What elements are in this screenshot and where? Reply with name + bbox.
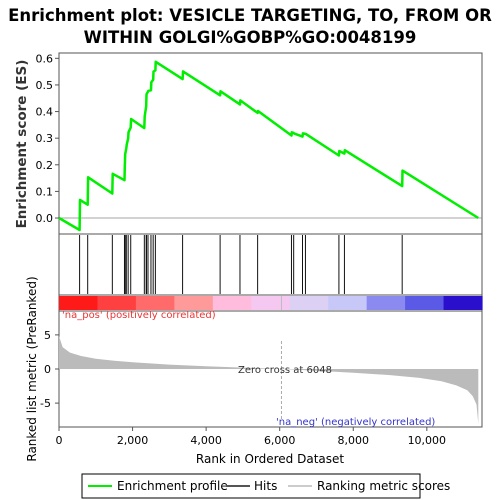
- hit-lines: [79, 235, 403, 294]
- heatmap-segment: [328, 296, 368, 310]
- es-tick-label: 0.1: [36, 185, 54, 198]
- legend: Enrichment profile Hits Ranking metric s…: [81, 473, 450, 499]
- neg-correlated-label: 'na_neg' (negatively correlated): [276, 417, 435, 428]
- heatmap-segment: [251, 296, 291, 310]
- rank-tick-label: 0: [44, 363, 51, 376]
- es-panel: [58, 52, 483, 235]
- rank-heatmap-bar: [59, 296, 483, 310]
- rank-y-axis-label: Ranked list metric (PreRanked): [25, 276, 39, 461]
- enrichment-profile-series: [58, 60, 479, 232]
- chart-title-line-1: Enrichment plot: VESICLE TARGETING, TO, …: [8, 6, 492, 25]
- legend-box: [81, 473, 421, 499]
- x-axis-label: Rank in Ordered Dataset: [196, 452, 344, 466]
- rank-tick-label: -5: [40, 397, 51, 410]
- legend-ranking-metric-scores: Ranking metric scores: [317, 479, 450, 493]
- es-tick-label: 0.4: [36, 106, 54, 119]
- legend-enrichment-profile: Enrichment profile: [117, 479, 228, 493]
- ranked-metric-area: [59, 336, 479, 424]
- es-tick-label: 0.5: [36, 79, 54, 92]
- x-tick-label: 0: [56, 434, 63, 447]
- heatmap-segment: [135, 296, 175, 310]
- hits-panel: [58, 233, 483, 296]
- heatmap-segment: [212, 296, 252, 310]
- rank-axis-ticks: 5 0 -5: [40, 329, 59, 410]
- heatmap-segment: [443, 296, 483, 310]
- rank-tick-label: 5: [44, 329, 51, 342]
- x-tick-label: 8,000: [338, 434, 370, 447]
- zero-cross-label: Zero cross at 6048: [238, 365, 332, 376]
- es-axis-ticks: 0.0 0.1 0.2 0.3 0.4 0.5 0.6: [36, 52, 59, 225]
- x-tick-label: 6,000: [264, 434, 296, 447]
- x-tick-label: 4,000: [190, 434, 222, 447]
- heatmap-segment: [97, 296, 137, 310]
- heatmap-segment: [405, 296, 445, 310]
- heatmap-segment: [289, 296, 329, 310]
- heatmap-segment: [174, 296, 214, 310]
- es-tick-label: 0.3: [36, 132, 54, 145]
- es-tick-label: 0.2: [36, 159, 54, 172]
- chart-title-line-2: WITHIN GOLGI%GOBP%GO:0048199: [84, 28, 417, 47]
- x-tick-label: 10,000: [408, 434, 447, 447]
- heatmap-segment: [59, 296, 99, 310]
- es-y-axis-label: Enrichment score (ES): [14, 60, 30, 229]
- es-tick-label: 0.6: [36, 52, 54, 65]
- x-tick-label: 2,000: [117, 434, 149, 447]
- es-tick-label: 0.0: [36, 212, 54, 225]
- pos-correlated-label: 'na_pos' (positively correlated): [62, 310, 216, 321]
- legend-hits: Hits: [254, 479, 277, 493]
- heatmap-segment: [366, 296, 406, 310]
- x-axis-ticks: 0 2,000 4,000 6,000 8,000 10,000: [56, 427, 447, 447]
- enrichment-profile-line: [58, 60, 479, 232]
